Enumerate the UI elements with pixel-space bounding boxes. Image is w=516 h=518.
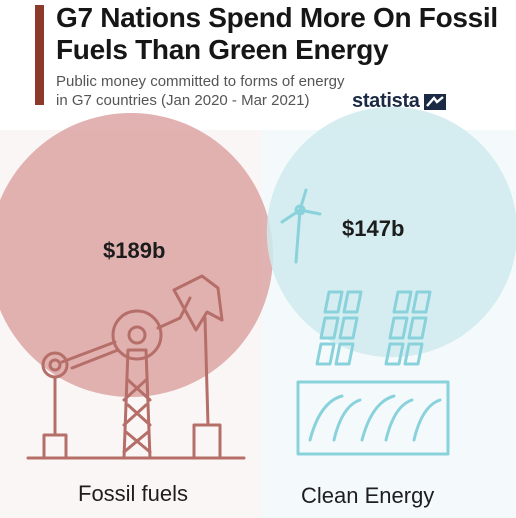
oil-pumpjack-icon [26,274,246,460]
category-label-clean-energy: Clean Energy [301,483,435,508]
brand-name: statista [352,90,420,112]
solar-wind-icon [280,188,450,456]
chart-subtitle: Public money committed to forms of energ… [56,73,345,109]
category-label-fossil-fuels: Fossil fuels [78,481,189,506]
value-label-clean-energy: $147b [342,216,405,241]
statista-logo: statista [352,90,446,113]
title-accent-bar [35,5,44,105]
value-label-fossil-fuels: $189b [103,238,166,263]
chart-title: G7 Nations Spend More On Fossil Fuels Th… [56,2,498,65]
statista-logo-icon [423,93,446,110]
